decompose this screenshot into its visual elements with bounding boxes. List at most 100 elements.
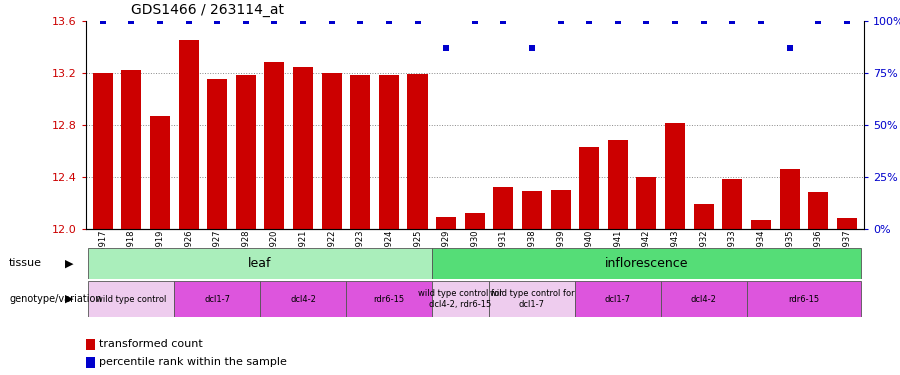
Text: GSM65937: GSM65937 <box>842 230 851 275</box>
Point <box>95 18 110 24</box>
Bar <box>432 281 489 317</box>
Bar <box>88 281 175 317</box>
Bar <box>489 281 575 317</box>
Text: dcl1-7: dcl1-7 <box>605 295 631 304</box>
Bar <box>86 357 95 368</box>
Bar <box>694 204 714 229</box>
Text: GSM65932: GSM65932 <box>699 230 708 275</box>
Text: GSM65941: GSM65941 <box>614 230 623 275</box>
Text: wild type control: wild type control <box>96 295 166 304</box>
Bar <box>265 62 284 229</box>
Text: GSM65923: GSM65923 <box>356 230 364 275</box>
Bar <box>321 73 342 229</box>
Bar <box>608 140 628 229</box>
Bar <box>293 68 313 229</box>
Point <box>668 18 682 24</box>
Point <box>124 18 139 24</box>
Point <box>267 18 282 24</box>
Text: GSM65925: GSM65925 <box>413 230 422 275</box>
Bar <box>661 281 747 317</box>
Text: GSM65943: GSM65943 <box>670 230 680 275</box>
Text: tissue: tissue <box>9 258 42 268</box>
Bar <box>837 218 857 229</box>
Text: GSM65924: GSM65924 <box>384 230 393 275</box>
Bar <box>379 75 399 229</box>
Point <box>840 18 854 24</box>
Bar <box>150 116 170 229</box>
Text: GSM65928: GSM65928 <box>241 230 250 275</box>
Point <box>468 18 482 24</box>
Bar <box>432 248 861 279</box>
Text: GSM65936: GSM65936 <box>814 230 823 275</box>
Text: leaf: leaf <box>248 257 272 270</box>
Point <box>353 18 367 24</box>
Bar <box>175 281 260 317</box>
Text: GSM65922: GSM65922 <box>327 230 336 275</box>
Text: GSM65935: GSM65935 <box>785 230 794 275</box>
Point <box>181 18 195 24</box>
Bar <box>207 79 227 229</box>
Text: GSM65942: GSM65942 <box>642 230 651 275</box>
Text: GSM65921: GSM65921 <box>299 230 308 275</box>
Text: dcl4-2: dcl4-2 <box>290 295 316 304</box>
Bar <box>93 73 112 229</box>
Point <box>697 18 711 24</box>
Text: transformed count: transformed count <box>99 339 202 349</box>
Bar <box>779 169 799 229</box>
Point <box>382 18 396 24</box>
Text: dcl4-2: dcl4-2 <box>691 295 716 304</box>
Bar <box>86 339 95 350</box>
Bar <box>665 123 685 229</box>
Bar <box>751 220 771 229</box>
Point <box>611 18 625 24</box>
Bar <box>636 177 656 229</box>
Text: GSM65918: GSM65918 <box>127 230 136 275</box>
Bar <box>350 75 370 229</box>
Bar <box>522 191 542 229</box>
Point <box>582 18 597 24</box>
Text: GSM65926: GSM65926 <box>184 230 193 275</box>
Bar <box>747 281 861 317</box>
Bar <box>236 75 256 229</box>
Point <box>639 18 653 24</box>
Bar <box>551 190 571 229</box>
Bar <box>408 74 427 229</box>
Text: dcl1-7: dcl1-7 <box>204 295 230 304</box>
Point <box>782 45 796 51</box>
Bar <box>464 213 485 229</box>
Point <box>725 18 740 24</box>
Bar <box>575 281 661 317</box>
Text: GSM65920: GSM65920 <box>270 230 279 275</box>
Bar <box>178 40 199 229</box>
Point <box>296 18 310 24</box>
Bar <box>436 217 456 229</box>
Point <box>410 18 425 24</box>
Text: GSM65929: GSM65929 <box>442 230 451 275</box>
Text: inflorescence: inflorescence <box>605 257 688 270</box>
Text: rdr6-15: rdr6-15 <box>374 295 404 304</box>
Text: GSM65940: GSM65940 <box>585 230 594 275</box>
Point <box>754 18 769 24</box>
Point <box>324 18 338 24</box>
Text: GSM65919: GSM65919 <box>156 230 165 275</box>
Text: GSM65939: GSM65939 <box>556 230 565 275</box>
Bar <box>88 248 432 279</box>
Text: wild type control for
dcl1-7: wild type control for dcl1-7 <box>490 290 574 309</box>
Point <box>811 18 825 24</box>
Text: genotype/variation: genotype/variation <box>9 294 102 304</box>
Point <box>439 45 454 51</box>
Bar <box>260 281 346 317</box>
Text: ▶: ▶ <box>65 258 74 268</box>
Text: wild type control for
dcl4-2, rdr6-15: wild type control for dcl4-2, rdr6-15 <box>418 290 503 309</box>
Bar <box>580 147 599 229</box>
Text: percentile rank within the sample: percentile rank within the sample <box>99 357 287 367</box>
Bar <box>723 179 742 229</box>
Text: GSM65933: GSM65933 <box>728 230 737 275</box>
Bar <box>122 70 141 229</box>
Text: GDS1466 / 263114_at: GDS1466 / 263114_at <box>130 3 284 17</box>
Text: rdr6-15: rdr6-15 <box>788 295 820 304</box>
Text: GSM65934: GSM65934 <box>757 230 766 275</box>
Text: GSM65938: GSM65938 <box>527 230 536 275</box>
Bar <box>493 187 513 229</box>
Text: GSM65917: GSM65917 <box>98 230 107 275</box>
